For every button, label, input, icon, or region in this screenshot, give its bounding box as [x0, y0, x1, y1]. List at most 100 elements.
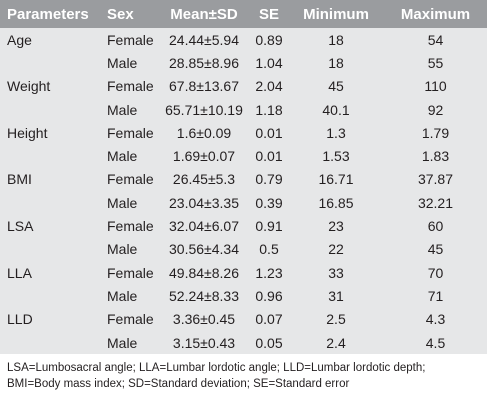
table-row: Male 52.24±8.33 0.96 31 71: [0, 284, 487, 307]
value-cell: 24.44±5.94: [169, 31, 239, 48]
value-cell: 32.21: [417, 194, 454, 211]
value-cell: 2.04: [255, 78, 283, 95]
value-cell: 0.89: [255, 31, 283, 48]
table-row: BMI Female 26.45±5.3 0.79 16.71 37.87: [0, 168, 487, 191]
sex-cell: Female: [107, 311, 154, 328]
parameter-cell: BMI: [7, 171, 32, 188]
table-row: Male 28.85±8.96 1.04 18 55: [0, 51, 487, 74]
value-cell: 0.5: [259, 241, 279, 258]
value-cell: 92: [427, 101, 444, 118]
table-row: Age Female 24.44±5.94 0.89 18 54: [0, 28, 487, 51]
sex-cell: Male: [107, 334, 138, 351]
sex-cell: Male: [107, 241, 138, 258]
parameter-cell: Height: [7, 124, 48, 141]
value-cell: 65.71±10.19: [165, 101, 243, 118]
sex-cell: Male: [107, 287, 138, 304]
value-cell: 1.53: [322, 148, 350, 165]
value-cell: 0.07: [255, 311, 283, 328]
sex-cell: Female: [107, 264, 154, 281]
header-cell: Mean±SD: [158, 0, 250, 28]
value-cell: 40.1: [322, 101, 350, 118]
sex-cell: Male: [107, 194, 138, 211]
table-row: LLD Female 3.36±0.45 0.07 2.5 4.3: [0, 308, 487, 331]
value-cell: 18: [328, 54, 344, 71]
data-table: Parameters Sex Mean±SD SE Minimum Maximum Age…: [0, 0, 487, 355]
value-cell: 49.84±8.26: [169, 264, 239, 281]
parameter-cell: LLA: [7, 264, 32, 281]
footnote: LSA=Lumbosacral angle; LLA=Lumbar lordot…: [7, 362, 426, 391]
table-row: Male 1.69±0.07 0.01 1.53 1.83: [0, 144, 487, 167]
value-cell: 16.85: [318, 194, 354, 211]
value-cell: 1.3: [326, 124, 346, 141]
parameter-cell: [0, 284, 100, 307]
parameter-cell: LLD: [7, 311, 33, 328]
value-cell: 110: [424, 78, 447, 95]
parameter-cell: [0, 144, 100, 167]
parameter-cell: [0, 98, 100, 121]
table-header: Parameters Sex Mean±SD SE Minimum Maximum: [0, 0, 487, 28]
value-cell: 37.87: [417, 171, 454, 188]
value-cell: 55: [427, 54, 444, 71]
table-row: Height Female 1.6±0.09 0.01 1.3 1.79: [0, 121, 487, 144]
sex-cell: Female: [107, 124, 154, 141]
parameter-cell: [0, 191, 100, 214]
sex-cell: Female: [107, 78, 154, 95]
table-row: Male 3.15±0.43 0.05 2.4 4.5: [0, 331, 487, 354]
value-cell: 70: [427, 264, 444, 281]
value-cell: 0.39: [255, 194, 283, 211]
value-cell: 0.96: [255, 287, 283, 304]
value-cell: 0.79: [255, 171, 283, 188]
header-cell: Maximum: [384, 0, 487, 28]
value-cell: 22: [328, 241, 344, 258]
sex-cell: Female: [107, 171, 154, 188]
value-cell: 1.6±0.09: [176, 124, 232, 141]
value-cell: 1.18: [255, 101, 283, 118]
parameter-cell: Age: [7, 31, 32, 48]
value-cell: 1.69±0.07: [172, 148, 236, 165]
value-cell: 4.3: [425, 311, 446, 328]
parameter-cell: [0, 331, 100, 354]
value-cell: 60: [427, 218, 444, 235]
value-cell: 16.71: [318, 171, 354, 188]
value-cell: 4.5: [425, 334, 446, 351]
sex-cell: Male: [107, 54, 138, 71]
value-cell: 30.56±4.34: [169, 241, 239, 258]
header-cell: SE: [250, 0, 288, 28]
table-row: Male 65.71±10.19 1.18 40.1 92: [0, 98, 487, 121]
value-cell: 26.45±5.3: [172, 171, 236, 188]
table-body: Age Female 24.44±5.94 0.89 18 54 Male 28.85±8.9…: [0, 28, 487, 354]
value-cell: 32.04±6.07: [169, 218, 239, 235]
parameter-cell: [0, 51, 100, 74]
table-row: Weight Female 67.8±13.67 2.04 45 110: [0, 75, 487, 98]
value-cell: 23.04±3.35: [169, 194, 239, 211]
value-cell: 54: [427, 31, 444, 48]
value-cell: 1.79: [421, 124, 450, 141]
value-cell: 18: [328, 31, 344, 48]
value-cell: 0.91: [255, 218, 283, 235]
sex-cell: Female: [107, 218, 154, 235]
table-row: LLA Female 49.84±8.26 1.23 33 70: [0, 261, 487, 284]
value-cell: 2.5: [326, 311, 346, 328]
header-cell: Minimum: [288, 0, 384, 28]
value-cell: 3.15±0.43: [172, 334, 236, 351]
header-row: Parameters Sex Mean±SD SE Minimum Maximum: [0, 0, 487, 28]
value-cell: 52.24±8.33: [169, 287, 239, 304]
value-cell: 45: [427, 241, 444, 258]
table-row: Male 30.56±4.34 0.5 22 45: [0, 238, 487, 261]
sex-cell: Female: [107, 31, 154, 48]
value-cell: 1.04: [255, 54, 283, 71]
sex-cell: Male: [107, 148, 138, 165]
value-cell: 23: [328, 218, 344, 235]
value-cell: 31: [328, 287, 344, 304]
value-cell: 0.01: [255, 124, 283, 141]
header-cell: Sex: [100, 0, 158, 28]
table-row: Male 23.04±3.35 0.39 16.85 32.21: [0, 191, 487, 214]
value-cell: 28.85±8.96: [169, 54, 239, 71]
parameter-cell: LSA: [7, 218, 34, 235]
value-cell: 67.8±13.67: [169, 78, 239, 95]
parameter-cell: Weight: [7, 78, 51, 95]
value-cell: 71: [427, 287, 444, 304]
value-cell: 3.36±0.45: [172, 311, 236, 328]
value-cell: 45: [328, 78, 344, 95]
